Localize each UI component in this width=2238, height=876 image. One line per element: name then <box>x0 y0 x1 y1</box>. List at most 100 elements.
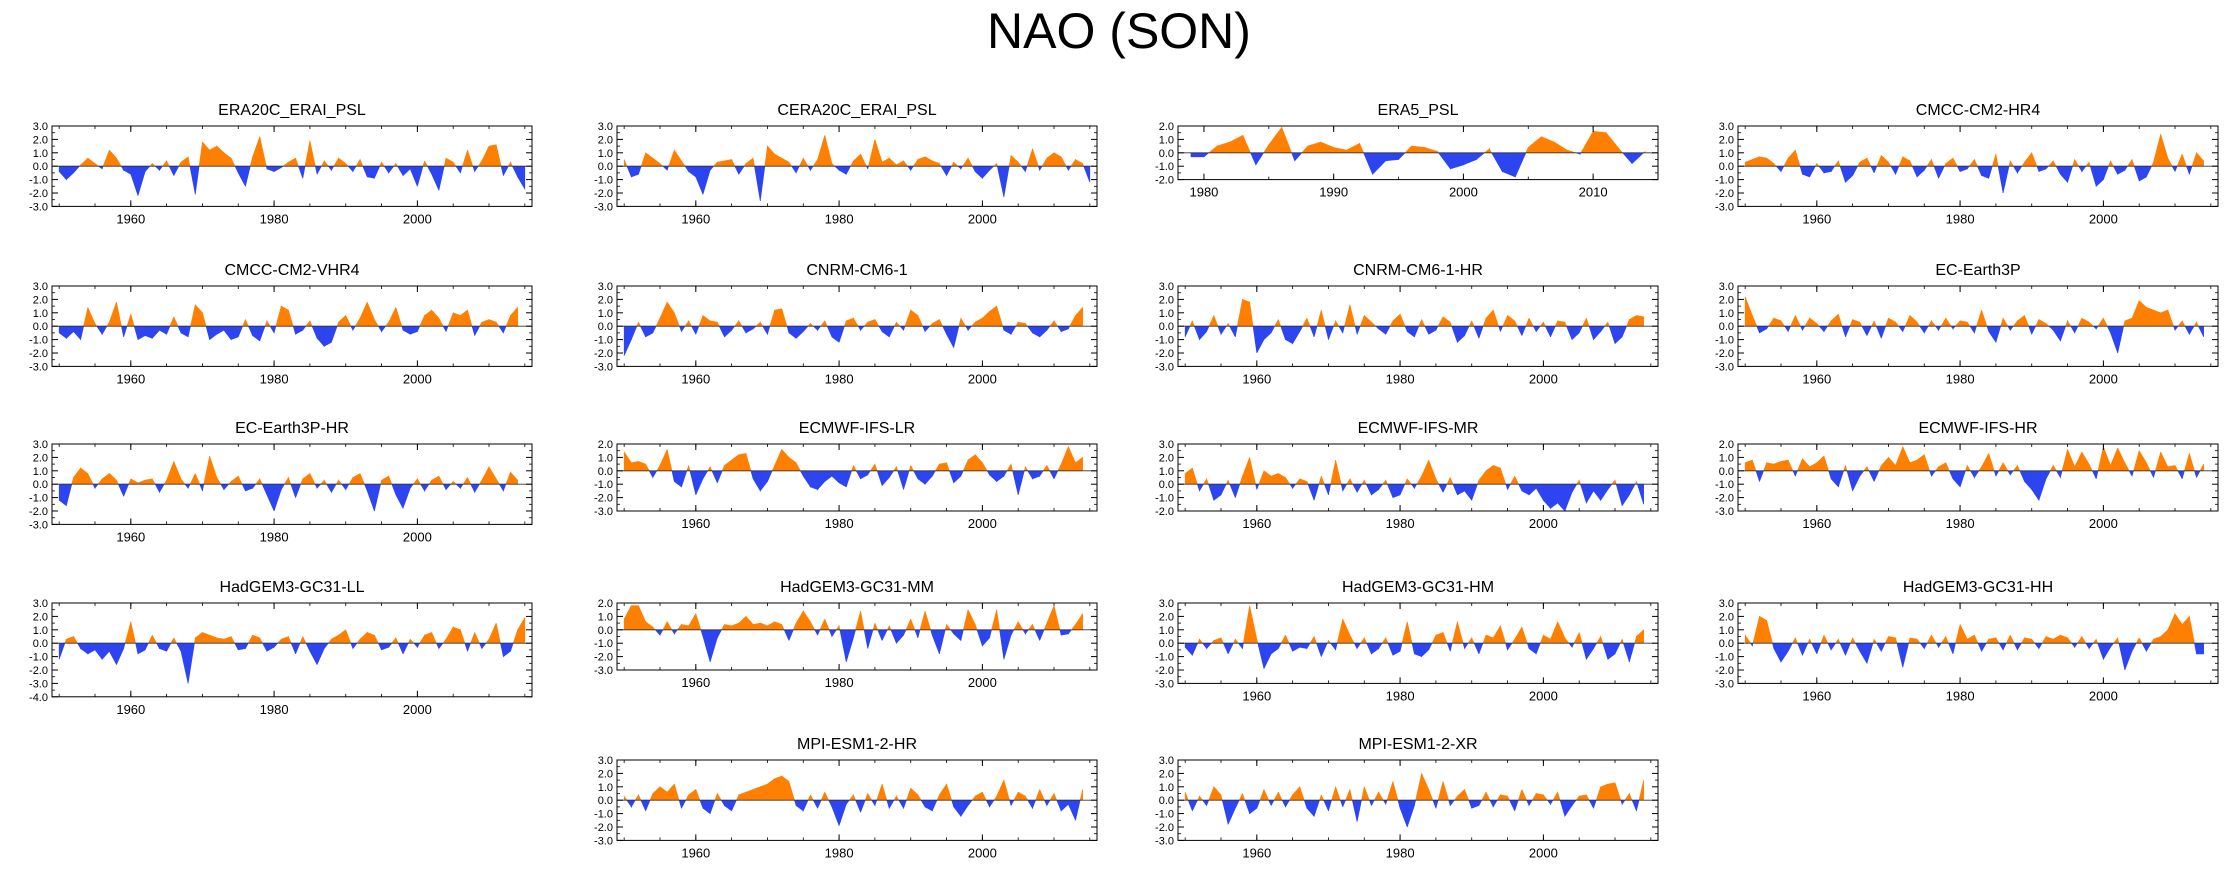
negative-area <box>1428 642 1433 651</box>
negative-area <box>352 325 356 332</box>
positive-area <box>974 453 983 472</box>
positive-area <box>888 625 892 631</box>
positive-area <box>1349 478 1354 485</box>
negative-area <box>266 483 275 512</box>
positive-area <box>83 307 89 327</box>
positive-area <box>116 157 122 167</box>
positive-area <box>2153 133 2161 167</box>
positive-area <box>993 162 998 167</box>
positive-area <box>1236 299 1243 327</box>
negative-area <box>94 642 103 661</box>
negative-area <box>269 325 275 334</box>
negative-area <box>953 799 962 818</box>
positive-area <box>2181 615 2190 644</box>
positive-area <box>1852 637 1856 644</box>
negative-area <box>1012 470 1019 495</box>
negative-area <box>2097 642 2104 660</box>
negative-area <box>2002 165 2010 194</box>
positive-area <box>996 779 1005 801</box>
negative-area <box>1039 165 1043 172</box>
positive-area <box>1371 321 1377 327</box>
negative-area <box>402 165 411 177</box>
positive-area <box>2110 160 2114 167</box>
negative-area <box>2088 642 2094 650</box>
positive-area <box>1636 481 1638 485</box>
negative-area <box>395 483 404 509</box>
negative-area <box>350 642 354 649</box>
negative-area <box>817 325 822 332</box>
negative-area <box>2181 470 2185 479</box>
y-tick-label: 1.0 <box>1719 148 1734 160</box>
positive-area <box>338 479 343 485</box>
positive-area <box>1636 315 1644 327</box>
negative-area <box>1500 325 1504 332</box>
positive-area <box>2041 635 2047 644</box>
positive-area <box>731 454 740 472</box>
negative-area <box>470 483 475 493</box>
positive-area <box>1904 315 1911 327</box>
positive-area <box>460 309 468 327</box>
negative-area <box>960 165 964 170</box>
negative-area <box>455 165 461 174</box>
negative-area <box>199 483 203 492</box>
negative-area <box>754 165 761 202</box>
y-tick-label: 0.0 <box>1719 161 1734 173</box>
positive-area <box>681 624 689 631</box>
positive-area <box>1032 624 1036 631</box>
positive-area <box>685 794 689 801</box>
negative-area <box>66 325 74 339</box>
negative-area <box>159 483 165 494</box>
negative-area <box>1083 165 1091 183</box>
positive-area <box>904 310 912 327</box>
negative-area <box>1306 799 1315 818</box>
x-tick-label: 2000 <box>1529 845 1558 860</box>
negative-area <box>1631 152 1645 165</box>
positive-area <box>130 314 135 327</box>
positive-area <box>209 455 218 485</box>
positive-area <box>781 308 788 327</box>
positive-area <box>1342 618 1351 644</box>
positive-area <box>1274 319 1279 327</box>
negative-area <box>1356 642 1362 650</box>
negative-area <box>695 325 700 335</box>
positive-area <box>1306 318 1311 327</box>
positive-area <box>447 312 454 327</box>
panel-title: CNRM-CM6-1 <box>806 262 907 279</box>
positive-area <box>1320 310 1326 327</box>
positive-area <box>106 321 110 327</box>
positive-area <box>1277 319 1282 327</box>
positive-area <box>863 321 869 327</box>
negative-area <box>1588 325 1594 340</box>
x-tick-label: 2000 <box>968 516 997 531</box>
positive-area <box>1773 162 1777 167</box>
negative-area <box>2045 470 2051 479</box>
negative-area <box>791 165 797 174</box>
positive-area <box>1835 638 1839 644</box>
negative-area <box>1450 152 1464 170</box>
negative-area <box>1514 152 1527 178</box>
positive-area <box>1752 156 1760 167</box>
positive-area <box>2021 161 2025 167</box>
negative-area <box>695 165 704 195</box>
positive-area <box>237 476 243 485</box>
positive-area <box>359 473 365 485</box>
negative-area <box>839 629 847 663</box>
negative-area <box>1974 325 1977 333</box>
positive-area <box>94 322 98 327</box>
negative-area <box>810 165 814 172</box>
negative-area <box>1277 642 1282 649</box>
y-tick-label: -3.0 <box>594 835 613 847</box>
negative-area <box>2038 470 2047 501</box>
negative-area <box>986 470 990 476</box>
positive-area <box>623 159 628 167</box>
negative-area <box>189 165 196 195</box>
positive-area <box>896 321 901 327</box>
positive-area <box>1404 478 1408 485</box>
positive-area <box>283 476 289 485</box>
positive-area <box>97 477 103 485</box>
positive-area <box>738 319 743 327</box>
y-tick-label: 2.0 <box>33 611 48 623</box>
negative-area <box>903 470 910 490</box>
negative-area <box>2028 325 2033 335</box>
